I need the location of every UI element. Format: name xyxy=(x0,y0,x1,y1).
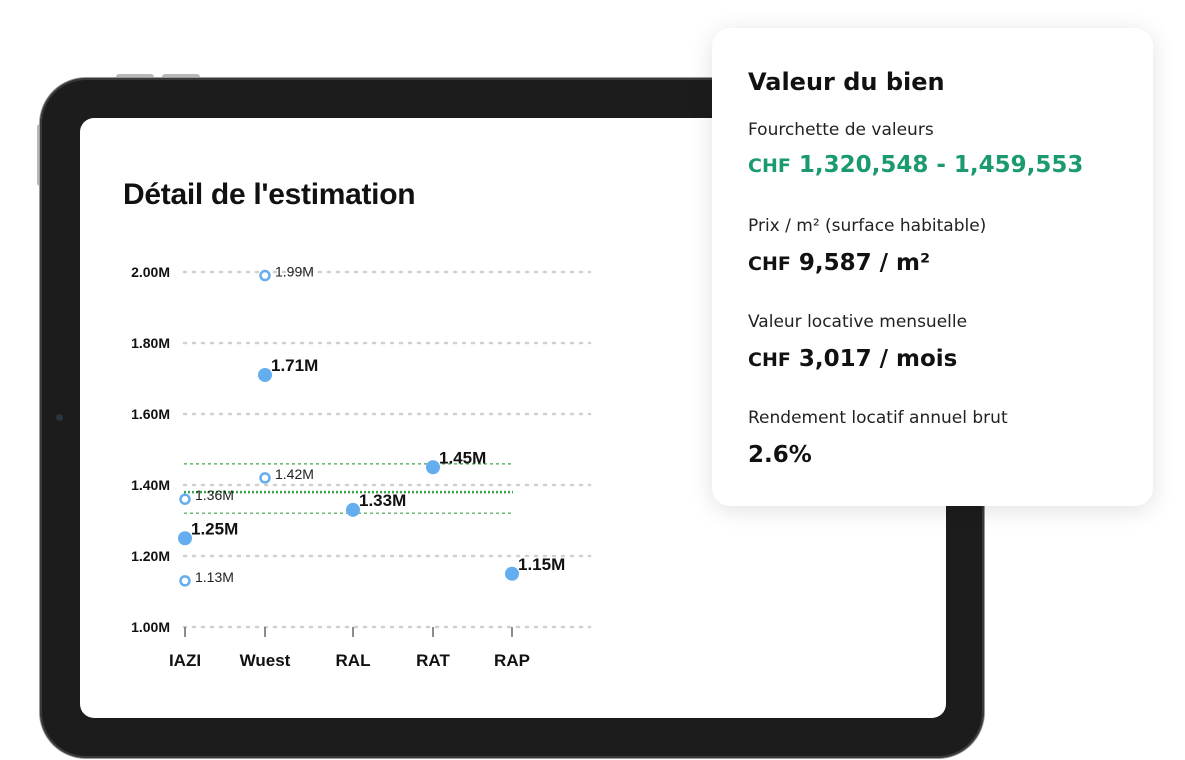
x-tick-label: IAZI xyxy=(169,651,201,670)
data-point xyxy=(346,502,360,517)
sqm-value: CHF 9,587 / m² xyxy=(748,250,930,276)
data-point xyxy=(258,367,272,382)
data-label: 1.15M xyxy=(518,555,565,574)
y-tick-label: 1.00M xyxy=(131,619,170,635)
rent-currency: CHF xyxy=(748,349,791,371)
data-point xyxy=(505,566,519,581)
data-label: 1.45M xyxy=(439,448,486,467)
data-point-hollow xyxy=(179,493,191,505)
rent-value: CHF 3,017 / mois xyxy=(748,346,957,372)
tablet-top-button-1 xyxy=(116,74,154,79)
rent-amount: 3,017 / mois xyxy=(798,346,958,372)
yield-value: 2.6% xyxy=(748,442,812,468)
property-value-card: Valeur du bien Fourchette de valeurs CHF… xyxy=(712,28,1153,506)
chart-title: Détail de l'estimation xyxy=(123,178,416,211)
tablet-top-button-2 xyxy=(162,74,200,79)
tablet-side-button xyxy=(37,124,41,186)
sqm-amount: 9,587 / m² xyxy=(798,250,931,276)
data-point xyxy=(178,531,192,546)
estimation-chart: 2.00M 1.80M 1.60M 1.40M 1.20M 1.00M IAZI Wuest R… xyxy=(131,264,592,670)
range-amount: 1,320,548 - 1,459,553 xyxy=(798,152,1084,178)
sqm-label: Prix / m² (surface habitable) xyxy=(748,216,987,236)
y-tick-label: 2.00M xyxy=(131,264,170,280)
x-tick-label: RAL xyxy=(336,651,371,670)
range-value: CHF 1,320,548 - 1,459,553 xyxy=(748,152,1083,178)
data-label: 1.25M xyxy=(191,519,238,538)
data-label: 1.99M xyxy=(275,264,314,280)
y-tick-label: 1.20M xyxy=(131,548,170,564)
range-currency: CHF xyxy=(748,155,791,177)
data-label: 1.36M xyxy=(195,487,234,503)
card-title: Valeur du bien xyxy=(748,68,945,96)
sqm-currency: CHF xyxy=(748,253,791,275)
range-label: Fourchette de valeurs xyxy=(748,120,934,140)
data-label: 1.71M xyxy=(271,356,318,375)
data-point xyxy=(426,460,440,475)
data-point-hollow xyxy=(179,575,191,587)
y-tick-label: 1.80M xyxy=(131,335,170,351)
data-point-hollow xyxy=(259,269,271,282)
data-point-hollow xyxy=(259,472,271,484)
x-tick-label: Wuest xyxy=(240,651,291,670)
data-label: 1.13M xyxy=(195,569,234,585)
camera-icon xyxy=(56,414,63,421)
y-tick-label: 1.40M xyxy=(131,477,170,493)
data-label: 1.42M xyxy=(275,466,314,482)
x-tick-label: RAT xyxy=(416,651,450,670)
y-tick-label: 1.60M xyxy=(131,406,170,422)
x-tick-label: RAP xyxy=(494,651,530,670)
yield-label: Rendement locatif annuel brut xyxy=(748,408,1008,428)
rent-label: Valeur locative mensuelle xyxy=(748,312,968,332)
data-label: 1.33M xyxy=(359,491,406,510)
